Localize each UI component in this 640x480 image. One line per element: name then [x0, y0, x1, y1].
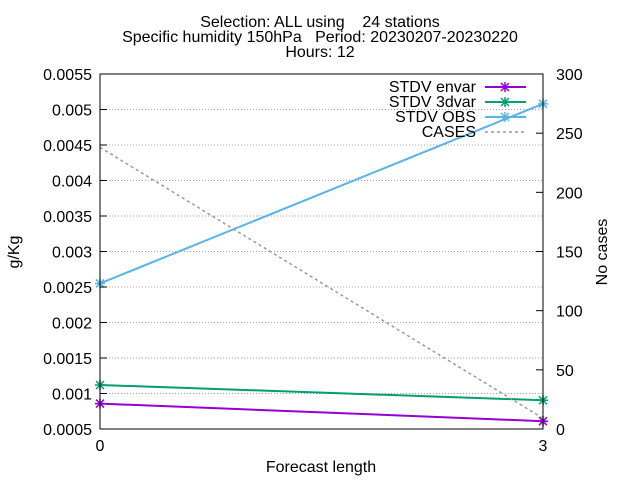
y-tick-label: 0.003 — [52, 245, 92, 262]
legend-label-stdv-3dvar: STDV 3dvar — [389, 94, 477, 111]
legend-label-stdv-obs: STDV OBS — [395, 109, 476, 126]
legend-label-stdv-envar: STDV envar — [389, 79, 477, 96]
legend-label-cases: CASES — [422, 124, 476, 141]
title-line-2: Specific humidity 150hPa Period: 2023020… — [122, 29, 518, 46]
y-tick-label: 0.005 — [52, 103, 92, 120]
y2-tick-label: 300 — [556, 67, 583, 84]
y2-tick-label: 150 — [556, 245, 583, 262]
y-tick-label: 0.0025 — [43, 280, 92, 297]
legend-marker-stdv-obs — [500, 112, 510, 122]
chart-title: Selection: ALL using 24 stations Specifi… — [122, 14, 518, 61]
x-tick-label: 0 — [96, 438, 105, 455]
y-tick-label: 0.0015 — [43, 351, 92, 368]
y-tick-label: 0.001 — [52, 387, 92, 404]
y-tick-label: 0.002 — [52, 316, 92, 333]
y-tick-label: 0.004 — [52, 174, 92, 191]
y-axis-ticks: 0.0005 0.001 0.0015 0.002 0.0025 0.003 0.0035 0… — [43, 67, 107, 439]
y2-tick-label: 0 — [556, 422, 565, 439]
title-line-1: Selection: ALL using 24 stations — [200, 14, 440, 31]
series-line-stdv-obs — [99, 102, 544, 285]
series-layer — [95, 98, 548, 427]
y-tick-label: 0.0045 — [43, 138, 92, 155]
x-axis-label: Forecast length — [266, 459, 376, 476]
x-tick-label: 3 — [539, 438, 548, 455]
y2-tick-label: 250 — [556, 126, 583, 143]
legend-marker-stdv-envar — [500, 82, 510, 92]
y2-axis-ticks: 0 50 100 150 200 250 300 — [536, 67, 583, 439]
y-tick-label: 0.0005 — [43, 422, 92, 439]
y2-tick-label: 100 — [556, 304, 583, 321]
series-line-stdv-envar — [99, 402, 544, 423]
y2-tick-label: 50 — [556, 363, 574, 380]
y2-axis-label: No cases — [594, 219, 611, 286]
title-line-3: Hours: 12 — [285, 44, 354, 61]
series-line-stdv-3dvar — [99, 383, 544, 402]
y-tick-label: 0.0055 — [43, 67, 92, 84]
y-axis-label: g/Kg — [6, 236, 23, 269]
grid-lines — [100, 109, 543, 394]
y2-tick-label: 200 — [556, 185, 583, 202]
legend-marker-stdv-3dvar — [500, 97, 510, 107]
series-line-cases — [99, 146, 544, 419]
y-tick-label: 0.0035 — [43, 209, 92, 226]
